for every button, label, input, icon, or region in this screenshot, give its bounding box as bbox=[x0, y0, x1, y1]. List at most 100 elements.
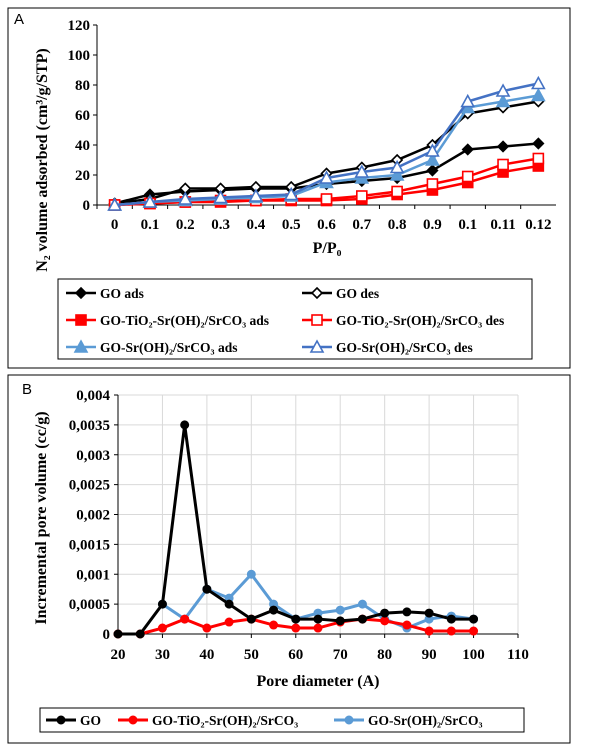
panel-a-legend-label: GO-TiO₂-Sr(OH)₂/SrCO₃ des bbox=[336, 313, 504, 328]
panel-a-data-point bbox=[532, 152, 545, 165]
panel-a-chart: 0 20 40 60 80 100 120 0 0.1 0.2 0.3 0.4 0.5 0.6 0.7 0.8… bbox=[68, 18, 556, 233]
panel-a-legend-label: GO-TiO₂-Sr(OH)₂/SrCO₃ ads bbox=[100, 313, 269, 328]
panel-b-ytick-label: 0,004 bbox=[76, 388, 110, 404]
panel-a-ytick-label: 60 bbox=[75, 108, 90, 124]
panel-b-label: B bbox=[22, 381, 32, 398]
panel-b-data-point bbox=[446, 626, 456, 636]
panel-a-data-point bbox=[283, 186, 299, 201]
panel-b-data-point bbox=[246, 569, 256, 579]
panel-a-data-point bbox=[107, 197, 123, 211]
panel-b-data-point bbox=[246, 614, 256, 624]
panel-b-data-point bbox=[269, 605, 279, 615]
panel-a-legend-label: GO-Sr(OH)₂/SrCO₃ ads bbox=[100, 340, 237, 355]
panel-b-xtick-label: 20 bbox=[111, 647, 126, 663]
panel-a-data-point bbox=[495, 83, 511, 97]
panel-a-xtick-label: 0.1 bbox=[458, 217, 477, 233]
panel-b-data-point bbox=[402, 620, 412, 630]
panel-b-data-point bbox=[335, 605, 345, 615]
panel-b-legend-label: GO-TiO₂-Sr(OH)₂/SrCO₃ bbox=[152, 713, 298, 728]
panel-a-data-point bbox=[389, 159, 405, 174]
panel-b-legend-label: GO-Sr(OH)₂/SrCO₃ bbox=[368, 713, 483, 728]
panel-b-ylabel: Incremental pore volume (cc/g) bbox=[33, 411, 50, 624]
panel-a-data-point bbox=[530, 87, 546, 102]
panel-b-data-point bbox=[424, 626, 434, 636]
panel-a-data-point bbox=[426, 178, 439, 190]
panel-b-xtick-label: 40 bbox=[199, 647, 214, 663]
panel-b-data-point bbox=[157, 599, 167, 609]
panel-a-legend-marker bbox=[75, 314, 87, 326]
panel-b-data-point bbox=[357, 599, 367, 609]
panel-b-frame bbox=[7, 374, 571, 744]
panel-a-xtick-label: 0.11 bbox=[490, 217, 515, 233]
panel-b-xtick-label: 60 bbox=[288, 647, 303, 663]
panel-b-data-point bbox=[202, 623, 212, 633]
panel-a-legend-marker bbox=[310, 286, 324, 300]
panel-a-data-point bbox=[177, 191, 193, 205]
panel-b-data-point bbox=[380, 608, 390, 618]
panel-a-data-point bbox=[530, 75, 546, 90]
panel-a-xtick-label: 0.9 bbox=[423, 217, 442, 233]
panel-a-data-point bbox=[356, 190, 368, 202]
panel-a-xtick-label: 0 bbox=[111, 217, 119, 233]
panel-b-data-point bbox=[335, 616, 345, 626]
panel-b-ytick-label: 0,002 bbox=[76, 508, 110, 524]
panel-b-legend-marker bbox=[128, 715, 138, 725]
panel-a-ytick-label: 100 bbox=[68, 48, 91, 64]
panel-b-data-point bbox=[224, 617, 234, 627]
panel-a-data-point bbox=[213, 189, 228, 204]
panel-a-xtick-label: 0.5 bbox=[282, 217, 301, 233]
panel-a-legend-marker bbox=[73, 339, 89, 353]
panel-a-ytick-label: 40 bbox=[75, 138, 90, 154]
panel-b-data-point bbox=[446, 614, 456, 624]
panel-a-legend-marker bbox=[311, 314, 323, 326]
panel-a-legend-label: GO des bbox=[336, 286, 379, 301]
panel-a-data-point bbox=[460, 93, 476, 108]
panel-a-data-point bbox=[532, 137, 545, 150]
panel-b-data-point bbox=[224, 599, 234, 609]
panel-b-ytick-label: 0,001 bbox=[76, 567, 110, 583]
panel-b-ytick-label: 0,003 bbox=[76, 448, 110, 464]
panel-a-data-point bbox=[248, 188, 264, 202]
panel-b-data-point bbox=[357, 614, 367, 624]
panel-b-data-point bbox=[291, 614, 301, 624]
panel-b-chart: 0 0,0005 0,001 0,0015 0,002 0,0025 0,003 0,0035… bbox=[69, 388, 529, 663]
panel-b-xtick-label: 100 bbox=[462, 647, 485, 663]
panel-a-ytick-label: 0 bbox=[83, 198, 91, 214]
panel-b-data-point bbox=[202, 584, 212, 594]
panel-b-data-point bbox=[180, 614, 190, 624]
panel-b-xtick-label: 110 bbox=[507, 647, 529, 663]
panel-b-legend-marker bbox=[56, 715, 66, 725]
panel-a-xtick-label: 0.7 bbox=[352, 217, 371, 233]
panel-a-data-point bbox=[354, 164, 370, 178]
panel-b-data-point bbox=[402, 607, 412, 617]
panel-b-data-point bbox=[269, 620, 279, 630]
panel-a-data-point bbox=[319, 170, 334, 184]
panel-a-xtick-label: 0.12 bbox=[525, 217, 551, 233]
panel-a-data-point bbox=[495, 93, 511, 108]
panel-b-legend-label: GO bbox=[80, 713, 101, 728]
panel-b-data-point bbox=[180, 420, 190, 430]
panel-a-legend-label: GO ads bbox=[100, 286, 144, 301]
panel-a-label: A bbox=[14, 11, 24, 28]
panel-b-data-point bbox=[157, 623, 167, 633]
panel-a-legend-marker bbox=[74, 286, 88, 300]
panel-a-data-point bbox=[389, 167, 405, 181]
panel-b-xlabel: Pore diameter (A) bbox=[257, 673, 380, 690]
panel-a-legend: GO ads GO des GO-TiO₂-Sr(OH)₂/SrCO₃ ads GO-… bbox=[66, 286, 504, 355]
panel-b-xtick-label: 70 bbox=[333, 647, 348, 663]
panel-b-legend-marker bbox=[344, 715, 354, 725]
panel-a-xtick-label: 0.4 bbox=[247, 217, 266, 233]
panel-b-data-point bbox=[113, 629, 123, 639]
panel-a-data-point bbox=[391, 185, 403, 198]
panel-a-data-point bbox=[496, 140, 510, 153]
panel-b-data-point bbox=[424, 608, 434, 618]
panel-b-xtick-label: 80 bbox=[377, 647, 392, 663]
panel-a-ylabel: N₂ volume adsorbed (cm³/g/STP) bbox=[34, 48, 51, 271]
panel-b-data-point bbox=[313, 623, 323, 633]
panel-b-xtick-label: 90 bbox=[422, 647, 437, 663]
panel-a-data-point bbox=[425, 152, 440, 166]
panel-a-data-point bbox=[425, 143, 440, 157]
panel-a-data-point bbox=[461, 143, 474, 156]
panel-b-data-point bbox=[469, 614, 479, 624]
